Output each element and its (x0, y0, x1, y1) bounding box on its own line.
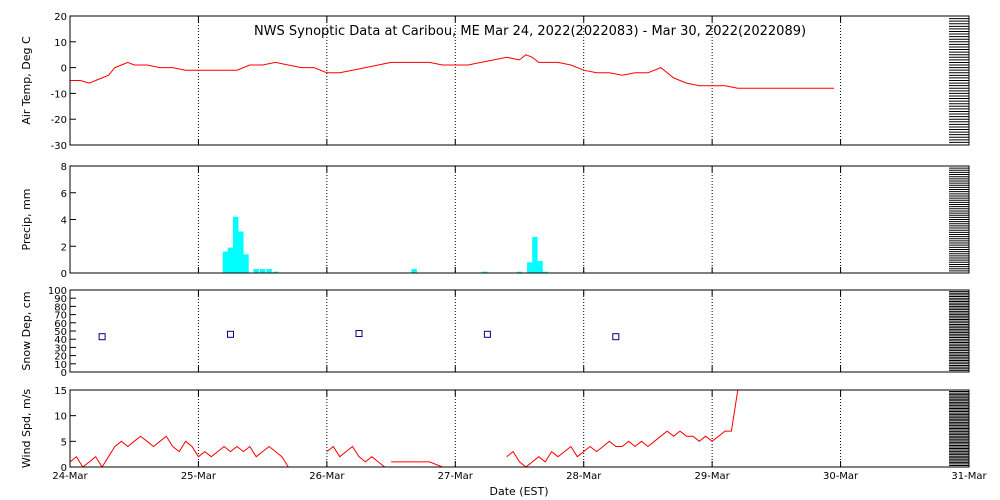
precip-bar (233, 216, 239, 273)
precip-y-tick-label: 6 (61, 189, 67, 200)
snow-depth-y-tick-label: 10 (54, 360, 67, 371)
wind-speed-y-tick-label: 5 (61, 437, 67, 448)
snow-depth-y-tick-label: 40 (54, 335, 67, 346)
snow-depth-y-tick-label: 70 (54, 311, 67, 322)
x-tick-label: 30-Mar (823, 471, 859, 482)
precip-bar (516, 271, 523, 273)
snow-depth-y-tick-label: 30 (54, 343, 67, 354)
precip-bar (222, 251, 229, 273)
wind-series-line (70, 435, 289, 467)
air-temp-y-tick-label: 10 (54, 38, 67, 49)
precip-bar (542, 271, 548, 273)
x-tick-label: 26-Mar (309, 471, 345, 482)
wind-series-line (391, 461, 456, 467)
wind-speed-y-tick-label: 0 (61, 463, 67, 474)
air-temp-y-tick-label: 20 (54, 12, 67, 23)
air-temp-frame (69, 15, 970, 146)
air-temp-panel: -30 -20 -10 0 10 20 Air Temp, Deg C (20, 12, 970, 152)
x-tick-label: 24-Mar (52, 471, 88, 482)
wind-series-line (506, 390, 739, 467)
snow-depth-point (483, 330, 491, 338)
x-tick-label: 27-Mar (438, 471, 474, 482)
snow-depth-point (612, 333, 620, 341)
snow-depth-y-axis-label: Snow Dep, cm (20, 291, 33, 370)
snow-depth-y-tick-label: 60 (54, 319, 67, 330)
precip-bar (243, 254, 249, 273)
snow-depth-y-tick-label: 90 (54, 294, 67, 305)
air-temp-y-tick-label: -30 (51, 141, 67, 152)
snow-depth-y-tick-label: 80 (54, 302, 67, 313)
x-tick-label: 25-Mar (181, 471, 217, 482)
precip-bar (411, 269, 417, 273)
snow-depth-point (227, 330, 234, 338)
precip-bar (238, 231, 244, 273)
x-axis-label: Date (EST) (489, 485, 548, 498)
temp-series-line (70, 54, 835, 89)
precip-bar (272, 271, 279, 273)
precip-bar (259, 269, 266, 273)
air-temp-y-tick-label: -10 (51, 89, 67, 100)
snow-depth-point (98, 333, 106, 341)
wind-speed-y-axis-label: Wind Spd, m/s (20, 389, 33, 469)
snow-depth-y-tick-label: 20 (54, 352, 67, 363)
precip-y-axis-label: Precip, mm (20, 189, 33, 251)
precip-bar (266, 269, 272, 273)
x-tick-label: 31-Mar (951, 471, 987, 482)
chart-title: NWS Synoptic Data at Caribou, ME Mar 24,… (254, 24, 806, 39)
precip-bar (482, 271, 488, 273)
x-tick-label: 28-Mar (566, 471, 602, 482)
air-temp-y-tick-label: -20 (51, 115, 67, 126)
wind-speed-y-tick-label: 15 (54, 386, 67, 397)
precip-bar (532, 236, 538, 273)
precip-bar (227, 247, 234, 273)
precip-y-tick-label: 0 (61, 269, 67, 280)
precip-bar (527, 262, 533, 273)
snow-depth-frame (69, 289, 970, 373)
precip-y-tick-label: 4 (61, 216, 67, 227)
air-temp-y-axis-label: Air Temp, Deg C (20, 36, 33, 125)
precip-frame (69, 165, 970, 274)
precip-bar (253, 269, 259, 273)
wind-speed-y-tick-label: 10 (54, 412, 67, 423)
snow-depth-y-tick-label: 0 (61, 368, 67, 379)
snow-depth-point (355, 330, 363, 337)
precip-bar (537, 261, 543, 273)
precip-y-tick-label: 2 (61, 242, 67, 253)
wind-series-line (326, 445, 386, 467)
wind-speed-panel: 0 5 10 15 Wind Spd, m/s (20, 386, 970, 474)
precip-y-tick-label: 8 (61, 162, 67, 173)
x-tick-label: 29-Mar (695, 471, 731, 482)
wind-speed-frame (69, 389, 970, 468)
precip-panel: 0 2 4 6 8 Precip, mm (20, 162, 970, 280)
snow-depth-y-tick-label: 100 (48, 286, 67, 297)
snow-depth-y-tick-label: 50 (54, 327, 67, 338)
air-temp-y-tick-label: 0 (61, 64, 67, 75)
